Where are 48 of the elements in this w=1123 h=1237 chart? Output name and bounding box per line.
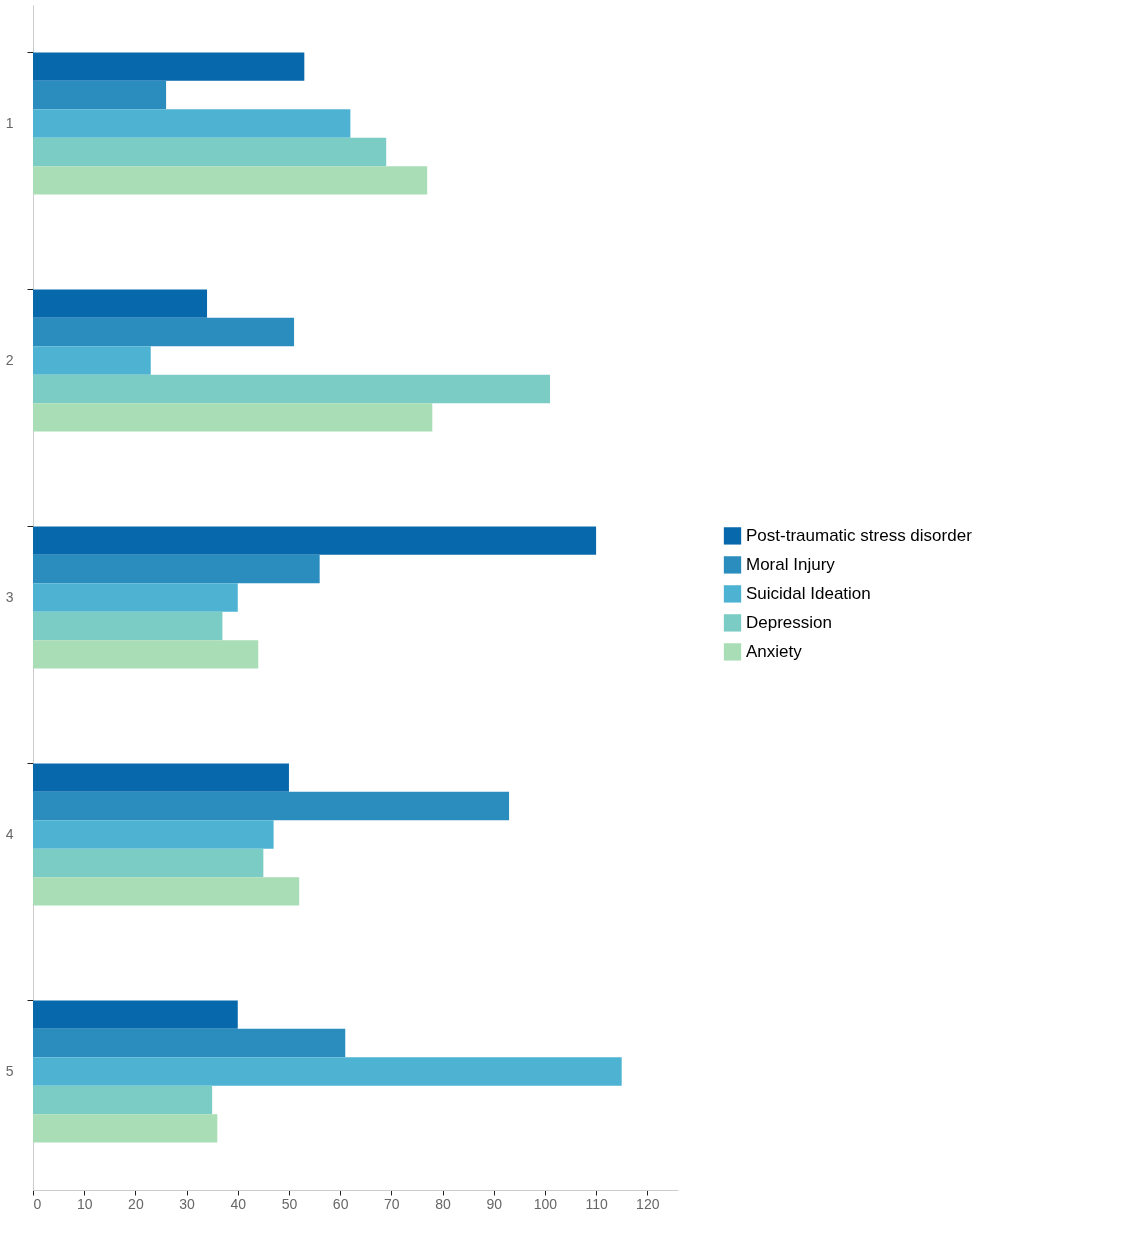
bar <box>33 52 305 81</box>
bar <box>33 877 300 906</box>
x-tick-label: 110 <box>585 1195 608 1212</box>
y-tick-label: 3 <box>5 588 14 605</box>
x-tick-label: 120 <box>636 1195 660 1212</box>
bar <box>33 554 320 584</box>
x-tick-label: 40 <box>230 1195 247 1212</box>
bar <box>33 526 597 555</box>
y-tick-label: 1 <box>5 114 14 131</box>
x-tick-label: 0 <box>33 1195 42 1212</box>
x-tick-label: 10 <box>76 1195 93 1212</box>
legend-label: Moral Injury <box>746 554 836 574</box>
x-tick-label: 60 <box>332 1195 349 1212</box>
x-tick-label: 100 <box>533 1195 558 1212</box>
bar <box>33 1057 622 1086</box>
y-tick-label: 5 <box>5 1062 14 1079</box>
legend-label: Post-traumatic stress disorder <box>746 525 973 545</box>
bar <box>33 1000 238 1029</box>
bar <box>33 346 151 375</box>
bar <box>33 763 289 792</box>
bar <box>33 611 223 641</box>
bar <box>33 640 259 669</box>
x-tick-label: 20 <box>128 1195 144 1212</box>
y-tick-label: 2 <box>5 351 14 368</box>
bar <box>33 820 274 849</box>
x-tick-label: 80 <box>435 1195 452 1212</box>
bar <box>33 317 295 347</box>
legend-label: Depression <box>746 612 832 632</box>
bar <box>33 374 551 404</box>
y-tick-label: 4 <box>5 825 14 842</box>
bar <box>33 166 428 195</box>
bar <box>33 80 167 110</box>
bar <box>33 583 238 612</box>
bar <box>33 1114 218 1143</box>
x-tick-label: 70 <box>384 1195 400 1212</box>
x-tick-label: 30 <box>179 1195 196 1212</box>
bar <box>33 403 433 432</box>
legend-label: Suicidal Ideation <box>746 583 871 603</box>
bar <box>33 848 264 878</box>
bar <box>33 791 510 821</box>
legend-label: Anxiety <box>746 641 803 661</box>
bar <box>33 1085 213 1115</box>
bar <box>33 137 387 167</box>
bar <box>33 289 208 318</box>
bar <box>33 109 351 138</box>
x-tick-label: 90 <box>486 1195 503 1212</box>
x-tick-label: 50 <box>281 1195 298 1212</box>
bar <box>33 1028 346 1058</box>
